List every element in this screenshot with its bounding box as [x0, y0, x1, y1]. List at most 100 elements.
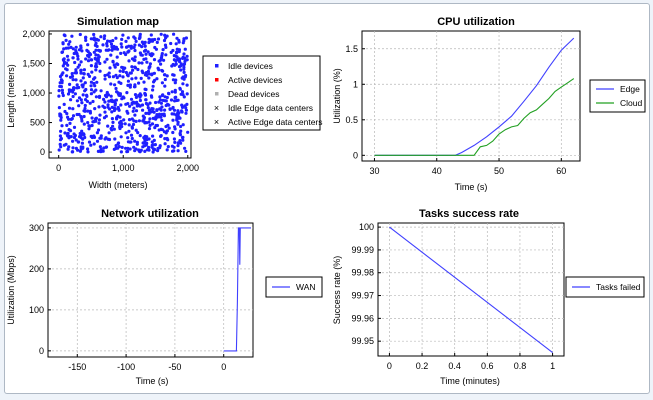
device-point — [80, 129, 84, 133]
device-point — [141, 141, 145, 145]
device-point — [150, 39, 155, 43]
device-point — [151, 150, 155, 154]
device-point — [103, 77, 107, 81]
device-point — [150, 95, 154, 99]
device-point — [69, 98, 73, 102]
device-point — [74, 138, 78, 142]
device-point — [92, 135, 97, 139]
tasks-xtick-label: 0.6 — [481, 361, 494, 371]
map-xlabel: Width (meters) — [88, 180, 147, 190]
device-point — [172, 58, 176, 62]
device-point — [140, 61, 144, 65]
net-ticks: -150 -100 -50 0 0 100 200 300 — [29, 223, 226, 372]
net-ytick-label: 100 — [29, 305, 44, 315]
device-point — [163, 142, 167, 146]
device-point — [121, 75, 125, 79]
device-point — [174, 51, 179, 55]
device-point — [107, 48, 111, 52]
device-point — [99, 134, 103, 138]
device-point — [111, 75, 115, 79]
device-point — [74, 146, 78, 150]
device-point — [139, 76, 143, 80]
device-point — [77, 48, 82, 52]
device-point — [66, 115, 70, 119]
device-point — [130, 77, 134, 81]
device-point — [73, 60, 77, 65]
cpu-legend-items: Edge Cloud — [596, 84, 642, 108]
device-point — [163, 84, 167, 88]
device-point — [181, 41, 185, 45]
device-point — [95, 139, 100, 143]
device-point — [130, 102, 134, 106]
device-point — [169, 98, 174, 102]
device-point — [183, 59, 187, 64]
tasks-xtick-label: 0.4 — [448, 361, 461, 371]
device-point — [181, 56, 185, 61]
device-point — [104, 114, 108, 118]
device-point — [105, 42, 109, 46]
map-legend-label: Idle devices — [228, 61, 273, 71]
device-point — [131, 109, 135, 113]
device-point — [150, 122, 155, 126]
device-point — [62, 102, 66, 106]
device-point — [114, 98, 118, 102]
device-point — [170, 64, 174, 68]
device-point — [174, 42, 178, 46]
network-utilization-chart: Network utilization -150 -100 -50 0 0 100 200 3… — [6, 208, 323, 386]
device-point — [116, 142, 120, 146]
device-point — [62, 57, 66, 61]
device-point — [63, 109, 67, 114]
device-point — [184, 111, 188, 115]
device-point — [131, 68, 135, 72]
device-point — [159, 62, 163, 66]
tasks-title: Tasks success rate — [419, 208, 519, 220]
device-point — [146, 50, 150, 54]
device-point — [134, 76, 138, 80]
device-point — [179, 64, 183, 68]
device-point — [94, 62, 98, 66]
device-point — [157, 112, 162, 116]
device-point — [182, 52, 186, 56]
device-point — [65, 54, 70, 58]
device-point — [124, 146, 128, 150]
device-point — [87, 127, 91, 131]
cpu-ytick-label: 0.5 — [345, 115, 358, 125]
device-point — [178, 133, 182, 137]
device-point — [144, 101, 148, 106]
device-point — [87, 74, 92, 78]
device-point — [62, 47, 66, 51]
device-point — [156, 149, 160, 153]
device-point — [58, 81, 62, 85]
device-point — [80, 101, 84, 105]
map-legend-label: Active devices — [228, 75, 282, 85]
net-ytick-label: 0 — [39, 346, 44, 356]
device-point — [158, 107, 162, 111]
net-legend-items: WAN — [272, 282, 316, 292]
map-ytick-label: 1,000 — [22, 88, 45, 98]
device-point — [75, 112, 79, 117]
device-point — [88, 109, 92, 113]
map-ytick-label: 0 — [40, 147, 45, 157]
device-point — [180, 103, 184, 107]
device-point — [130, 136, 134, 141]
device-point — [136, 131, 140, 135]
device-point — [146, 106, 150, 110]
device-point — [157, 68, 161, 72]
device-point — [74, 49, 78, 53]
device-point — [105, 57, 109, 61]
device-point — [111, 120, 115, 124]
device-point — [80, 141, 84, 145]
device-point — [57, 89, 61, 93]
tasks-grid — [378, 223, 564, 356]
device-point — [108, 66, 112, 70]
device-point — [96, 128, 101, 132]
device-point — [97, 105, 101, 109]
device-point — [70, 34, 74, 38]
cpu-utilization-chart: CPU utilization 30 40 50 60 0 0.5 1 1.5 Time (s… — [332, 16, 646, 192]
device-point — [109, 53, 113, 57]
device-point — [63, 131, 67, 135]
device-point — [102, 36, 106, 41]
net-legend — [265, 276, 323, 298]
device-point — [113, 65, 117, 69]
device-point — [141, 71, 145, 75]
